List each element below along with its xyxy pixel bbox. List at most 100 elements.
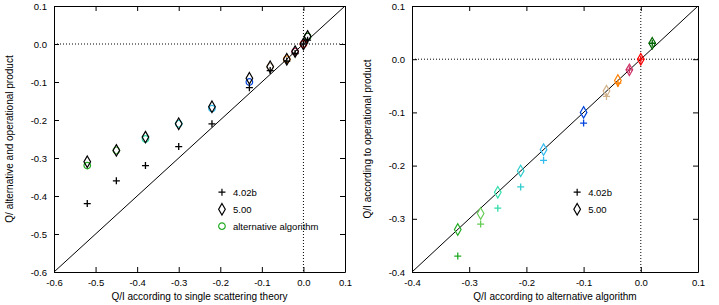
tick-label: 0.1 [392,1,405,12]
tick: 0.0 [34,39,59,50]
zero-line-y [412,59,698,60]
tick-mark [137,267,138,272]
legend: 4.02b5.00alternative algorithm [218,187,318,232]
tick-mark [340,82,345,83]
point [84,200,91,207]
x-axis: -0.6-0.5-0.4-0.3-0.2-0.10.00.1 [46,267,352,288]
series [84,33,311,169]
tick [220,6,221,11]
point [649,38,656,49]
axis-line [412,7,413,273]
tick: -0.1 [389,107,417,118]
panel: -0.4-0.3-0.2-0.10.00.1-0.4-0.3-0.2-0.10.… [389,1,705,302]
tick-label: -0.5 [88,277,104,288]
point [477,221,484,228]
tick-label: -0.1 [31,77,47,88]
plot-area [54,6,345,272]
series [84,37,311,207]
point [626,64,633,75]
legend-symbol [218,189,225,196]
tick-mark [54,82,59,83]
point [580,107,587,118]
tick [584,6,585,11]
axis-line [413,272,699,273]
tick-label: 0.1 [339,277,352,288]
tick-mark [340,234,345,235]
tick [693,272,698,273]
point [175,118,182,129]
tick-mark [526,6,527,11]
tick-label: -0.3 [171,277,187,288]
x-axis-top [413,6,699,11]
legend-symbol [574,189,581,196]
tick-mark [412,219,417,220]
point [477,208,484,219]
legend-item: 5.00 [574,203,607,214]
tick-mark [412,166,417,167]
tick-mark [220,6,221,11]
tick-label: -0.2 [519,277,535,288]
tick [340,82,345,83]
tick-mark [340,272,345,273]
point [283,53,290,64]
legend-symbol [574,203,581,214]
tick [340,234,345,235]
tick: -0.5 [88,267,104,288]
tick-mark [469,267,470,272]
tick: -0.4 [31,191,59,202]
tick [693,166,698,167]
point [454,253,461,260]
tick-label: 0.1 [34,1,47,12]
tick-label: -0.3 [462,277,478,288]
tick: -0.1 [31,77,59,88]
legend-symbol [219,223,226,230]
point [614,80,621,87]
tick [340,158,345,159]
tick: -0.2 [31,115,59,126]
identity-line [54,6,345,272]
tick: 0.1 [392,1,417,12]
figure: -0.6-0.5-0.4-0.3-0.2-0.10.00.1-0.6-0.5-0… [0,0,719,305]
tick: -0.3 [31,153,59,164]
tick-mark [693,112,698,113]
axis-line [698,7,699,273]
tick-label: -0.4 [389,267,405,278]
point [615,75,622,86]
tick-mark [137,6,138,11]
tick-label: 0.0 [34,39,47,50]
point [209,101,216,112]
legend-symbol [219,203,226,214]
series [84,31,311,168]
series [454,38,655,236]
tick-mark [412,6,417,7]
point [637,56,644,63]
point [267,67,274,74]
tick-label: -0.6 [46,277,62,288]
tick-label: -0.4 [31,191,47,202]
tick-label: -0.2 [389,160,405,171]
tick-mark [96,267,97,272]
tick-mark [54,234,59,235]
point [246,84,253,91]
tick-label: 0.0 [635,277,648,288]
y-axis-title: Q/I according to operational product [362,59,373,218]
tick-mark [693,219,698,220]
tick-mark [220,267,221,272]
tick-label: 0.0 [392,54,405,65]
tick-mark [340,196,345,197]
x-axis-title: Q/I according to single scattering theor… [111,291,287,302]
legend-label: alternative algorithm [233,221,319,232]
tick-mark [96,6,97,11]
tick-label: -0.3 [389,213,405,224]
tick: -0.1 [254,267,270,288]
tick [340,272,345,273]
tick-mark [54,120,59,121]
point [494,186,501,197]
point [517,183,524,190]
point [208,120,215,127]
axis-line [413,6,699,7]
tick-mark [54,272,59,273]
tick [526,6,527,11]
point [540,144,547,155]
tick [96,6,97,11]
